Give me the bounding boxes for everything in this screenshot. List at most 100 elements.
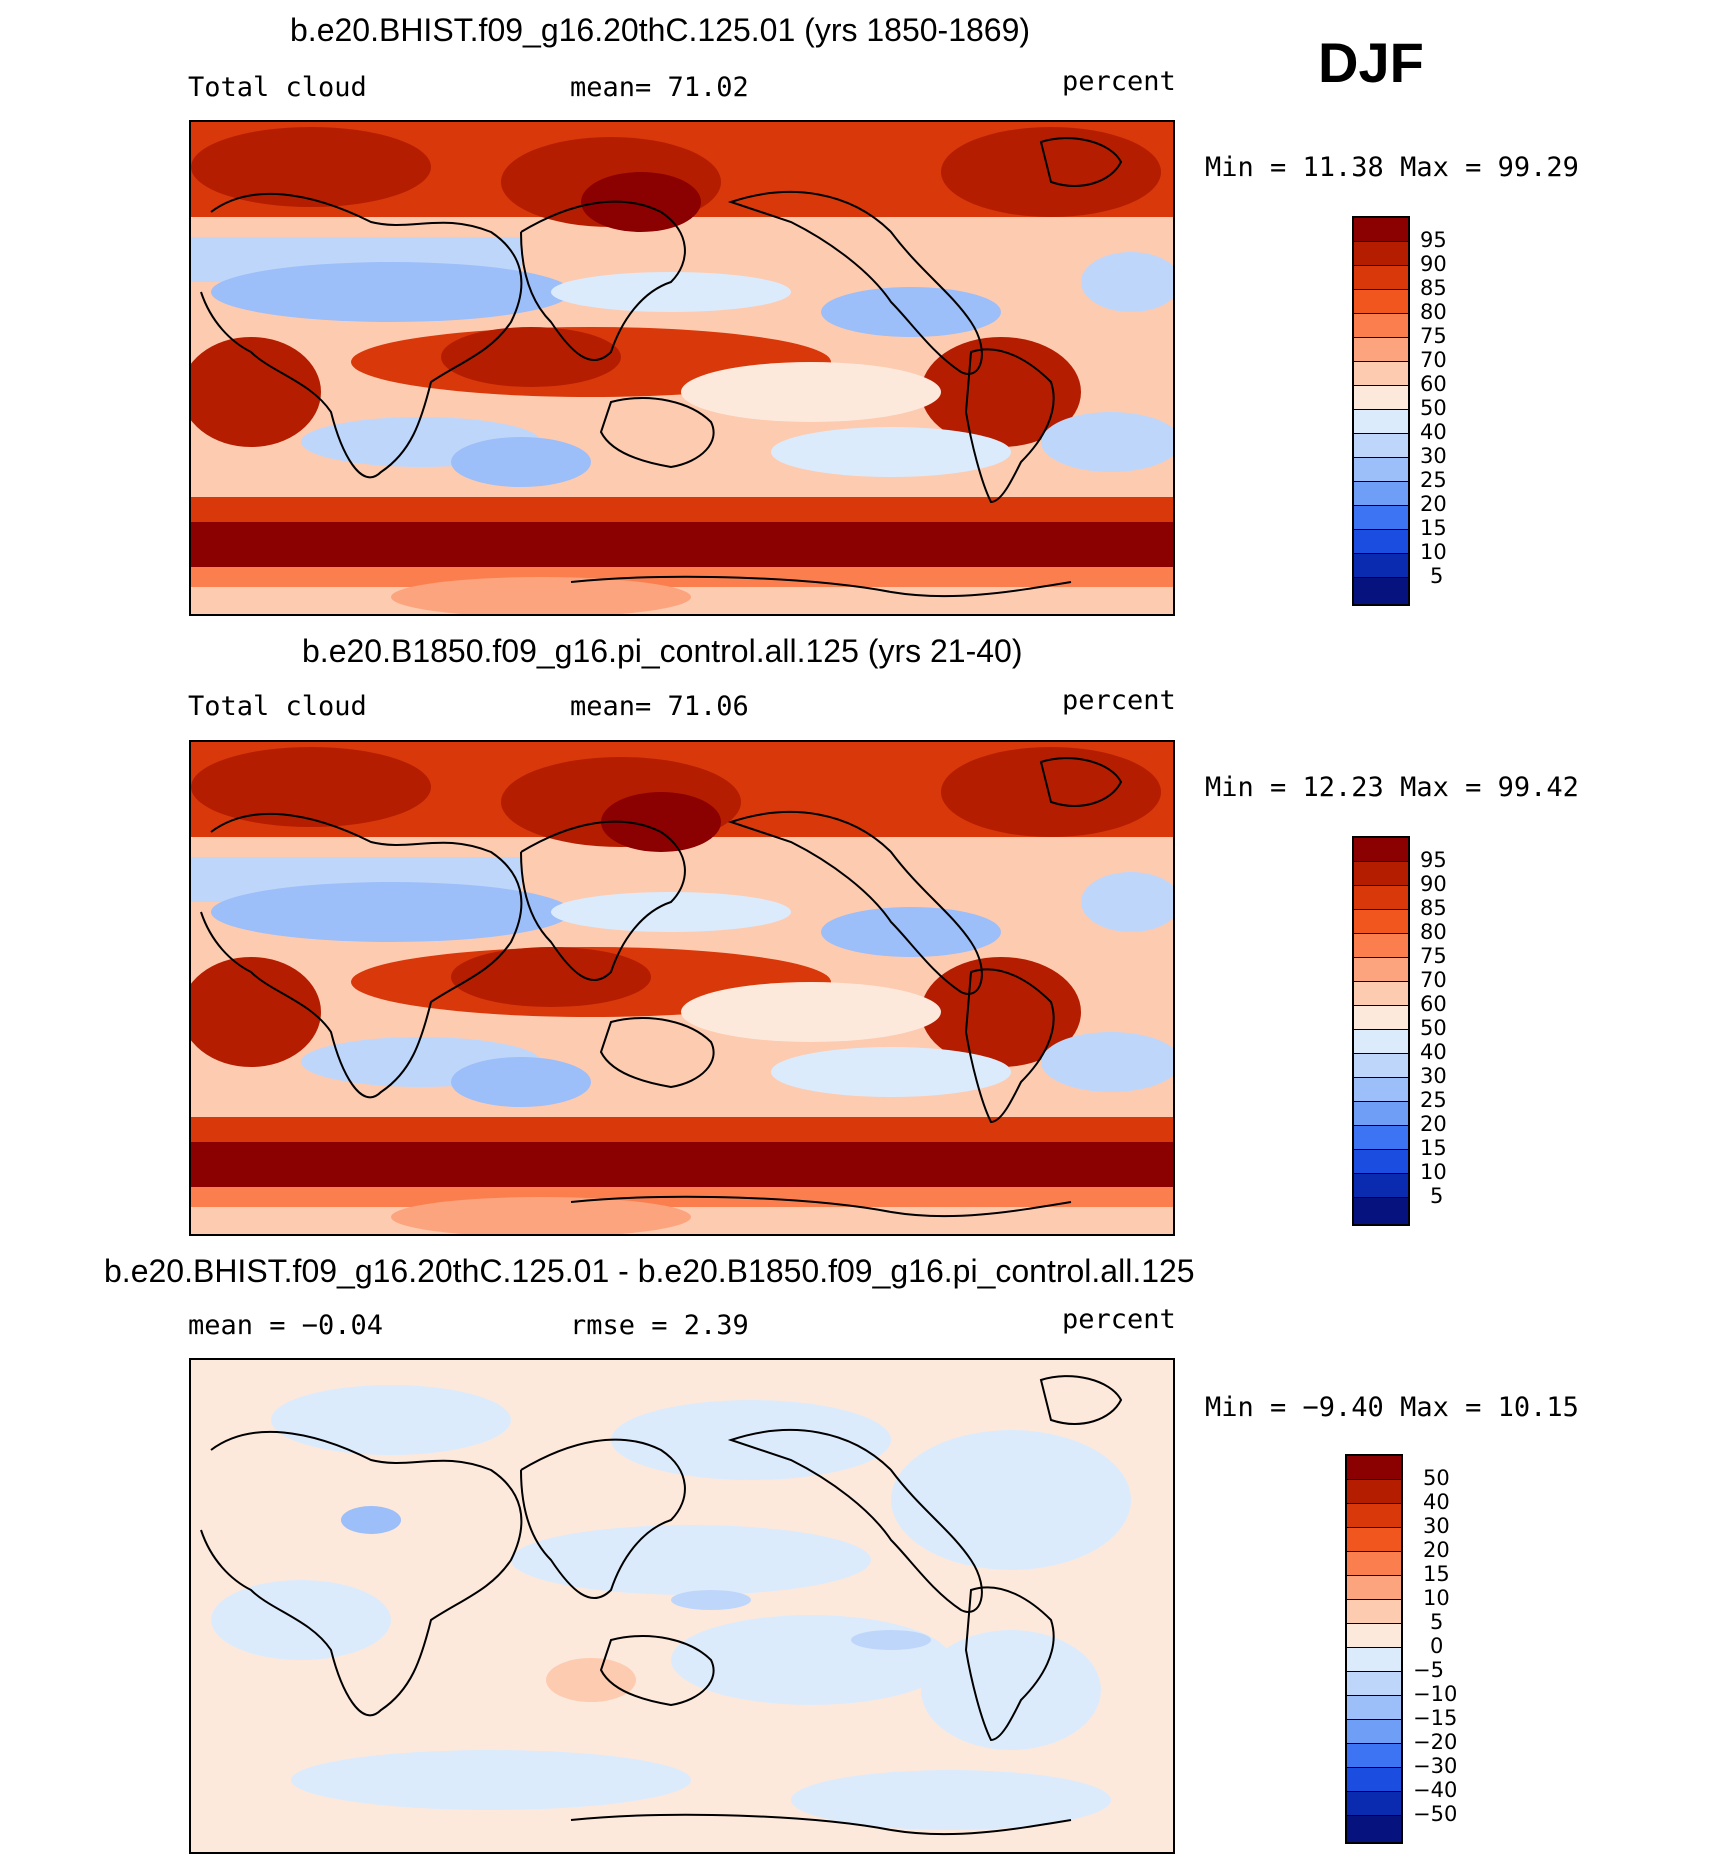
colorbar-swatch xyxy=(1354,982,1408,1006)
colorbar-swatch xyxy=(1347,1696,1401,1720)
panel3-minmax: Min = −9.40 Max = 10.15 xyxy=(1205,1392,1579,1423)
colorbar-swatch xyxy=(1354,578,1408,604)
colorbar-swatch xyxy=(1354,934,1408,958)
colorbar-tick-label: 50 xyxy=(1420,1016,1447,1040)
colorbar-swatch xyxy=(1354,1102,1408,1126)
colorbar-tick-label: 25 xyxy=(1420,468,1447,492)
colorbar-swatch xyxy=(1347,1624,1401,1648)
colorbar-swatch xyxy=(1347,1672,1401,1696)
colorbar-tick-label: 85 xyxy=(1420,896,1447,920)
colorbar-tick-label: 90 xyxy=(1420,872,1447,896)
panel1-map xyxy=(189,120,1175,616)
colorbar-tick-label: 50 xyxy=(1423,1466,1450,1490)
colorbar-tick-label: 95 xyxy=(1420,228,1447,252)
colorbar-swatch xyxy=(1354,1174,1408,1198)
colorbar-swatch xyxy=(1354,338,1408,362)
colorbar-tick-label: 40 xyxy=(1420,1040,1447,1064)
panel3-colorbar xyxy=(1345,1454,1403,1844)
panel2-minmax: Min = 12.23 Max = 99.42 xyxy=(1205,772,1579,803)
colorbar-swatch xyxy=(1347,1720,1401,1744)
colorbar-swatch xyxy=(1354,506,1408,530)
colorbar-swatch xyxy=(1354,1030,1408,1054)
colorbar-tick-label: −15 xyxy=(1413,1706,1458,1730)
colorbar-swatch xyxy=(1347,1744,1401,1768)
colorbar-swatch xyxy=(1354,362,1408,386)
panel2-units-label: percent xyxy=(1062,685,1176,716)
colorbar-tick-label: 20 xyxy=(1423,1538,1450,1562)
colorbar-tick-label: 5 xyxy=(1430,564,1444,588)
panel3-units-label: percent xyxy=(1062,1304,1176,1335)
colorbar-tick-label: 30 xyxy=(1420,444,1447,468)
colorbar-swatch xyxy=(1354,862,1408,886)
colorbar-tick-label: 30 xyxy=(1420,1064,1447,1088)
colorbar-tick-label: 15 xyxy=(1420,1136,1447,1160)
colorbar-tick-label: 95 xyxy=(1420,848,1447,872)
colorbar-tick-label: −10 xyxy=(1413,1682,1458,1706)
colorbar-swatch xyxy=(1354,958,1408,982)
panel1-variable-label: Total cloud xyxy=(188,72,367,103)
panel1-mean-label: mean= 71.02 xyxy=(570,72,749,103)
colorbar-swatch xyxy=(1347,1576,1401,1600)
colorbar-swatch xyxy=(1354,218,1408,242)
colorbar-swatch xyxy=(1347,1816,1401,1842)
colorbar-tick-label: −40 xyxy=(1413,1778,1458,1802)
colorbar-swatch xyxy=(1347,1648,1401,1672)
colorbar-swatch xyxy=(1354,886,1408,910)
colorbar-tick-label: 15 xyxy=(1423,1562,1450,1586)
colorbar-swatch xyxy=(1354,910,1408,934)
colorbar-swatch xyxy=(1354,266,1408,290)
colorbar-tick-label: 60 xyxy=(1420,992,1447,1016)
panel1-units-label: percent xyxy=(1062,66,1176,97)
colorbar-tick-label: 0 xyxy=(1430,1634,1444,1658)
colorbar-tick-label: 10 xyxy=(1420,540,1447,564)
colorbar-tick-label: 20 xyxy=(1420,1112,1447,1136)
colorbar-tick-label: 20 xyxy=(1420,492,1447,516)
colorbar-tick-label: 70 xyxy=(1420,348,1447,372)
panel2-title: b.e20.B1850.f09_g16.pi_control.all.125 (… xyxy=(302,633,1023,669)
panel1-minmax: Min = 11.38 Max = 99.29 xyxy=(1205,152,1579,183)
colorbar-tick-label: 85 xyxy=(1420,276,1447,300)
season-label: DJF xyxy=(1318,31,1424,94)
colorbar-tick-label: 10 xyxy=(1420,1160,1447,1184)
colorbar-tick-label: 50 xyxy=(1420,396,1447,420)
panel3-rmse-label: rmse = 2.39 xyxy=(570,1310,749,1341)
colorbar-swatch xyxy=(1354,290,1408,314)
panel3-mean-label: mean = −0.04 xyxy=(188,1310,384,1341)
colorbar-swatch xyxy=(1347,1456,1401,1480)
colorbar-tick-label: 80 xyxy=(1420,920,1447,944)
colorbar-swatch xyxy=(1354,554,1408,578)
colorbar-swatch xyxy=(1354,386,1408,410)
colorbar-swatch xyxy=(1354,482,1408,506)
colorbar-swatch xyxy=(1354,314,1408,338)
panel2-variable-label: Total cloud xyxy=(188,691,367,722)
colorbar-tick-label: 90 xyxy=(1420,252,1447,276)
colorbar-tick-label: 5 xyxy=(1430,1610,1444,1634)
panel3-title: b.e20.BHIST.f09_g16.20thC.125.01 - b.e20… xyxy=(104,1253,1195,1289)
panel3-map xyxy=(189,1358,1175,1854)
colorbar-tick-label: 40 xyxy=(1423,1490,1450,1514)
colorbar-tick-label: −30 xyxy=(1413,1754,1458,1778)
colorbar-swatch xyxy=(1347,1552,1401,1576)
colorbar-swatch xyxy=(1347,1528,1401,1552)
colorbar-tick-label: −20 xyxy=(1413,1730,1458,1754)
colorbar-swatch xyxy=(1354,242,1408,266)
colorbar-tick-label: 30 xyxy=(1423,1514,1450,1538)
colorbar-swatch xyxy=(1354,458,1408,482)
colorbar-tick-label: 75 xyxy=(1420,944,1447,968)
colorbar-swatch xyxy=(1354,1126,1408,1150)
colorbar-tick-label: 75 xyxy=(1420,324,1447,348)
colorbar-tick-label: 25 xyxy=(1420,1088,1447,1112)
colorbar-swatch xyxy=(1347,1792,1401,1816)
panel1-colorbar xyxy=(1352,216,1410,606)
colorbar-tick-label: −50 xyxy=(1413,1802,1458,1826)
panel2-map xyxy=(189,740,1175,1236)
colorbar-tick-label: 60 xyxy=(1420,372,1447,396)
colorbar-swatch xyxy=(1354,1198,1408,1224)
colorbar-swatch xyxy=(1354,1150,1408,1174)
colorbar-tick-label: 70 xyxy=(1420,968,1447,992)
colorbar-swatch xyxy=(1354,434,1408,458)
panel2-mean-label: mean= 71.06 xyxy=(570,691,749,722)
colorbar-swatch xyxy=(1347,1768,1401,1792)
colorbar-tick-label: 5 xyxy=(1430,1184,1444,1208)
colorbar-swatch xyxy=(1354,1006,1408,1030)
